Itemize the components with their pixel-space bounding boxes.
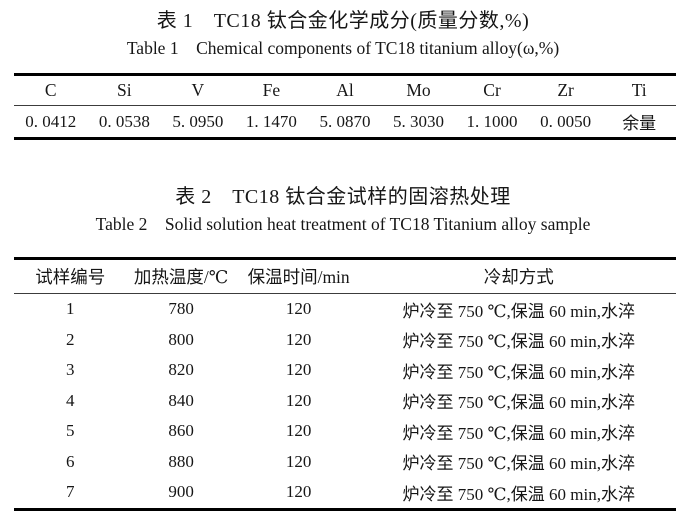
table1-value-cell: 5. 3030 bbox=[393, 111, 444, 131]
table2-header-heating-temp: 加热温度/℃ bbox=[133, 267, 229, 287]
sample-no-cell: 5 bbox=[66, 421, 75, 441]
table1-value-cell: 0. 0538 bbox=[98, 111, 150, 131]
table1-title-zh: 表 1 TC18 钛合金化学成分(质量分数,%) bbox=[156, 10, 530, 32]
table2-row: 6 880 120 炉冷至 750 ℃,保温 60 min,水淬 bbox=[14, 447, 676, 478]
table2-heat-treatment: 试样编号 加热温度/℃ 保温时间/min 冷却方式 1 780 120 炉冷至 … bbox=[14, 257, 676, 511]
cooling-method-cell: 炉冷至 750 ℃,保温 60 min,水淬 bbox=[402, 393, 635, 413]
table1-header-cell: Si bbox=[117, 80, 132, 100]
heating-temp-cell: 800 bbox=[168, 329, 194, 349]
table1-value-cell: 0. 0050 bbox=[540, 111, 592, 131]
heating-temp-cell: 820 bbox=[168, 360, 194, 380]
sample-no-cell: 4 bbox=[66, 390, 75, 410]
table2-row: 1 780 120 炉冷至 750 ℃,保温 60 min,水淬 bbox=[14, 294, 676, 325]
table2-row: 7 900 120 炉冷至 750 ℃,保温 60 min,水淬 bbox=[14, 477, 676, 509]
table1-value-cell: 1. 1000 bbox=[466, 111, 518, 131]
table1-value-cell: 5. 0950 bbox=[172, 111, 224, 131]
table1-value-cell: 1. 1470 bbox=[245, 111, 297, 131]
table1-header-cell: Al bbox=[336, 80, 354, 100]
table1-value-cell: 余量 bbox=[622, 114, 657, 133]
table1-value-cell: 5. 0870 bbox=[319, 111, 371, 131]
table1-values-row: 0. 0412 0. 0538 5. 0950 1. 1470 5. 0870 … bbox=[14, 106, 676, 139]
heating-temp-cell: 880 bbox=[168, 451, 194, 471]
table2-row: 5 860 120 炉冷至 750 ℃,保温 60 min,水淬 bbox=[14, 416, 676, 447]
table2-row: 4 840 120 炉冷至 750 ℃,保温 60 min,水淬 bbox=[14, 386, 676, 417]
heating-temp-cell: 840 bbox=[168, 390, 194, 410]
table2-header-holding-time: 保温时间/min bbox=[247, 267, 350, 287]
table2-row: 2 800 120 炉冷至 750 ℃,保温 60 min,水淬 bbox=[14, 325, 676, 356]
table2-row: 3 820 120 炉冷至 750 ℃,保温 60 min,水淬 bbox=[14, 355, 676, 386]
table1-chemical-composition: C Si V Fe Al Mo Cr Zr Ti 0. 0412 0. 0538… bbox=[14, 73, 676, 140]
table1-header-row: C Si V Fe Al Mo Cr Zr Ti bbox=[14, 75, 676, 106]
holding-time-cell: 120 bbox=[285, 360, 312, 380]
table1-header-cell: Zr bbox=[557, 80, 574, 100]
sample-no-cell: 6 bbox=[66, 451, 75, 471]
table1-header-cell: Fe bbox=[262, 80, 281, 100]
table2-header-sample-no: 试样编号 bbox=[35, 267, 106, 287]
heating-temp-cell: 860 bbox=[168, 421, 194, 441]
table2-header-cooling-method: 冷却方式 bbox=[483, 267, 554, 287]
holding-time-cell: 120 bbox=[285, 299, 312, 319]
table2-title-en: Table 2 Solid solution heat treatment of… bbox=[95, 214, 591, 234]
table1-title-en: Table 1 Chemical components of TC18 tita… bbox=[126, 38, 560, 58]
sample-no-cell: 7 bbox=[66, 482, 75, 502]
sample-no-cell: 3 bbox=[66, 360, 75, 380]
holding-time-cell: 120 bbox=[285, 421, 312, 441]
heating-temp-cell: 780 bbox=[168, 299, 194, 319]
cooling-method-cell: 炉冷至 750 ℃,保温 60 min,水淬 bbox=[402, 362, 635, 382]
table1-header-cell: Ti bbox=[631, 80, 647, 100]
table1-header-cell: Mo bbox=[406, 80, 431, 100]
holding-time-cell: 120 bbox=[285, 329, 312, 349]
sample-no-cell: 1 bbox=[66, 299, 75, 319]
cooling-method-cell: 炉冷至 750 ℃,保温 60 min,水淬 bbox=[402, 332, 635, 352]
table1-header-cell: Cr bbox=[483, 80, 501, 100]
sample-no-cell: 2 bbox=[66, 329, 75, 349]
holding-time-cell: 120 bbox=[285, 451, 312, 471]
cooling-method-cell: 炉冷至 750 ℃,保温 60 min,水淬 bbox=[402, 301, 635, 321]
table1-header-cell: V bbox=[191, 80, 205, 100]
table1-header-cell: C bbox=[44, 80, 57, 100]
holding-time-cell: 120 bbox=[285, 482, 312, 502]
heating-temp-cell: 900 bbox=[168, 482, 194, 502]
table1-value-cell: 0. 0412 bbox=[25, 111, 77, 131]
cooling-method-cell: 炉冷至 750 ℃,保温 60 min,水淬 bbox=[402, 454, 635, 474]
holding-time-cell: 120 bbox=[285, 390, 312, 410]
cooling-method-cell: 炉冷至 750 ℃,保温 60 min,水淬 bbox=[402, 423, 635, 443]
cooling-method-cell: 炉冷至 750 ℃,保温 60 min,水淬 bbox=[402, 484, 635, 504]
table2-header-row: 试样编号 加热温度/℃ 保温时间/min 冷却方式 bbox=[14, 259, 676, 294]
table2-title-zh: 表 2 TC18 钛合金试样的固溶热处理 bbox=[175, 186, 511, 208]
